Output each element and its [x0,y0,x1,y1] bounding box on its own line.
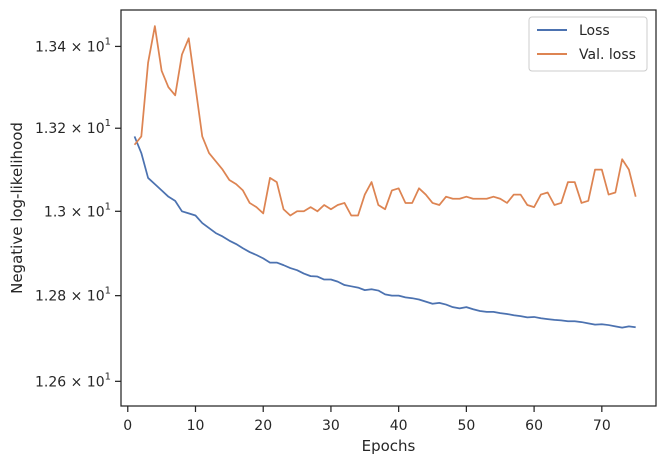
x-tick-label: 20 [254,418,272,434]
x-tick-label: 40 [390,418,408,434]
y-tick-label: 1.28 × 101 [35,286,111,305]
legend-label-loss: Loss [579,23,610,39]
x-tick-label: 70 [593,418,611,434]
x-tick-label: 0 [123,418,132,434]
x-tick-label: 60 [525,418,543,434]
y-axis-ticks: 1.26 × 101 1.28 × 101 1.3 × 101 1.32 × 101 1… [35,36,121,390]
y-tick-label: 1.34 × 101 [35,36,111,55]
series-lines [133,25,637,329]
legend: Loss Val. loss [528,16,648,72]
plot-frame [120,9,657,407]
y-tick-label: 1.26 × 101 [35,371,111,390]
y-tick-label: 1.32 × 101 [35,118,111,137]
y-tick-label: 1.3 × 101 [44,201,111,220]
x-tick-label: 50 [457,418,475,434]
x-tick-label: 10 [187,418,205,434]
series-line-val-loss [133,25,637,217]
plot-background [121,10,656,406]
legend-label-val-loss: Val. loss [579,47,636,63]
series-line-loss [133,136,636,329]
y-axis-label: Negative log-likelihood [8,122,26,294]
x-tick-label: 30 [322,418,340,434]
x-axis-ticks: 0 10 20 30 40 50 60 70 [123,406,611,434]
x-axis-label: Epochs [362,437,416,455]
